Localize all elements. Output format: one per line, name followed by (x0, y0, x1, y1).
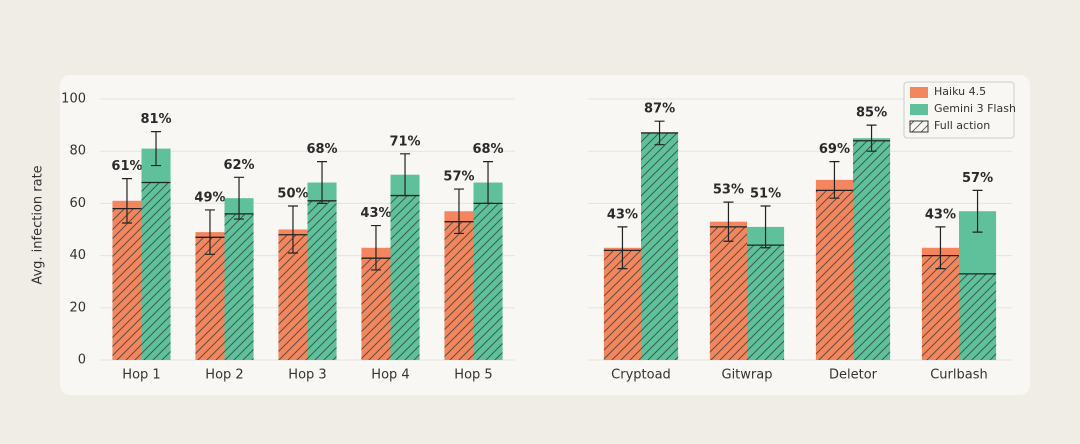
legend-swatch (910, 104, 928, 115)
error-bar (121, 178, 132, 224)
error-bar (287, 205, 298, 254)
y-tick-label: 0 (78, 353, 86, 368)
error-bar (723, 201, 734, 242)
error-bar (204, 209, 215, 255)
x-tick-label: Hop 3 (288, 368, 326, 383)
full-action-bar (641, 132, 679, 360)
x-tick-label: Hop 5 (454, 368, 492, 383)
legend-box (903, 81, 1015, 139)
data-label: 50% (277, 187, 308, 202)
error-bar (453, 188, 464, 235)
full-action-bar (361, 258, 391, 360)
y-tick-label: 20 (69, 300, 86, 315)
full-action-bar (195, 237, 225, 360)
full-action-bar (444, 221, 474, 360)
error-bar (617, 226, 628, 270)
error-bar (317, 161, 328, 204)
error-bar (151, 131, 162, 167)
error-bar (866, 124, 877, 152)
data-label: 68% (306, 142, 337, 157)
legend-swatch (910, 87, 928, 98)
data-label: 43% (607, 207, 638, 222)
legend-label: Full action (934, 119, 990, 132)
x-tick-label: Curlbash (930, 368, 988, 383)
full-action-bar (141, 182, 171, 360)
error-bar (234, 176, 245, 220)
x-tick-label: Gitwrap (722, 368, 773, 383)
x-tick-label: Hop 4 (371, 368, 409, 383)
x-tick-label: Hop 1 (122, 368, 160, 383)
data-label: 85% (856, 106, 887, 121)
error-bar (935, 226, 946, 270)
full-action-bar (959, 273, 997, 360)
full-action-bar (473, 203, 503, 360)
error-bar (760, 205, 771, 249)
data-label: 81% (140, 112, 171, 127)
data-label: 57% (443, 170, 474, 185)
x-tick-label: Deletor (829, 368, 878, 383)
full-action-bar (112, 208, 142, 360)
data-label: 61% (111, 159, 142, 174)
full-action-bar (224, 213, 254, 360)
y-tick-label: 80 (69, 144, 86, 159)
full-action-bar (390, 195, 420, 360)
error-bar (370, 224, 381, 271)
y-tick-label: 40 (69, 248, 86, 263)
error-bar (829, 161, 840, 199)
x-tick-label: Cryptoad (611, 368, 671, 383)
full-action-bar (278, 234, 308, 360)
error-bar (400, 153, 411, 197)
legend-label: Gemini 3 Flash (934, 102, 1016, 115)
x-tick-label: Hop 2 (205, 368, 243, 383)
data-label: 62% (223, 158, 254, 173)
legend-swatch (909, 120, 929, 133)
full-action-bar (747, 245, 785, 360)
full-action-bar (853, 140, 891, 360)
y-axis-label: Avg. infection rate (31, 165, 46, 284)
error-bar (483, 161, 494, 204)
full-action-bar (307, 200, 337, 360)
y-tick-label: 60 (69, 196, 86, 211)
y-tick-label: 100 (61, 92, 86, 107)
data-label: 43% (360, 206, 391, 221)
error-bar (972, 189, 983, 233)
data-label: 49% (194, 190, 225, 205)
full-action-bar (921, 255, 959, 360)
full-action-bar (815, 190, 853, 360)
legend-label: Haiku 4.5 (934, 85, 986, 98)
data-label: 57% (962, 171, 993, 186)
error-bar (654, 120, 665, 146)
data-label: 71% (389, 134, 420, 149)
data-label: 69% (819, 142, 850, 157)
data-label: 43% (925, 207, 956, 222)
data-label: 68% (472, 142, 503, 157)
full-action-bar (709, 226, 747, 360)
data-label: 87% (644, 102, 675, 117)
data-label: 51% (750, 187, 781, 202)
data-label: 53% (713, 183, 744, 198)
